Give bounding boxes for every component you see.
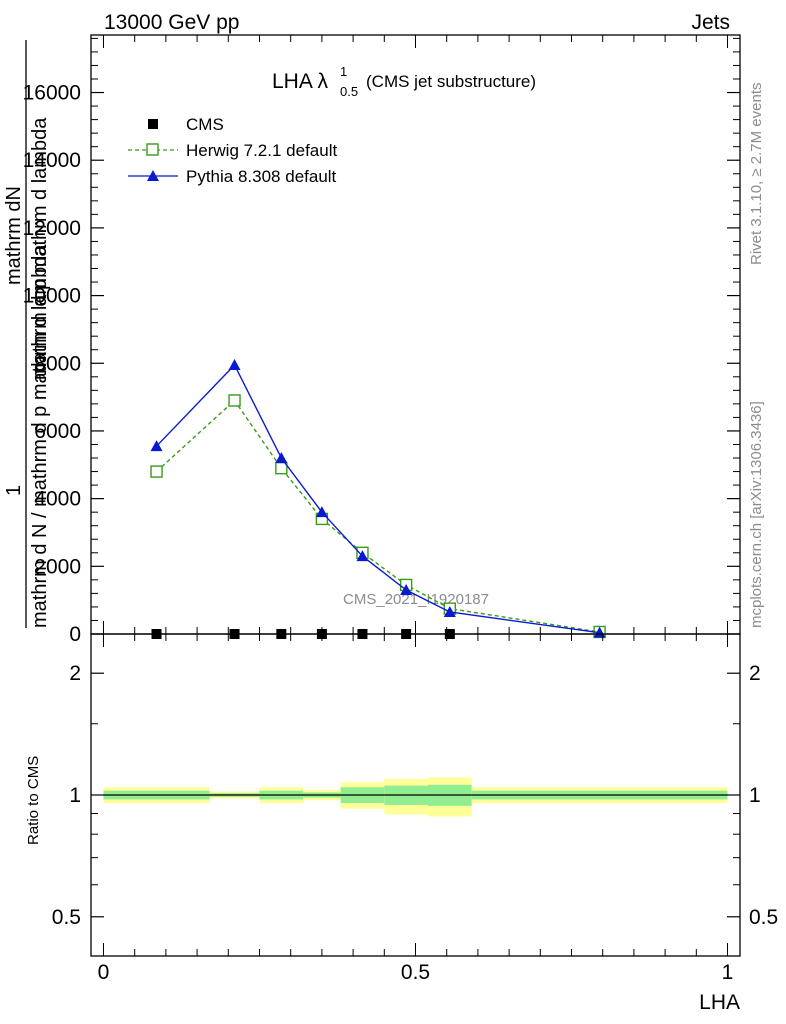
pythia-data-point <box>356 550 369 562</box>
y-tick-label: 8000 <box>34 352 81 375</box>
title-sub: 0.5 <box>340 84 358 99</box>
main-y-ticks: 0 2000 4000 6000 8000 10000 12000 14000 16000 <box>23 35 740 646</box>
y-tick-label: 16000 <box>23 82 81 105</box>
herwig-data-point <box>150 465 163 478</box>
plot-title: LHA λ 1 0.5 (CMS jet substructure) <box>272 64 536 99</box>
x-tick-label: 0 <box>98 961 110 984</box>
mcplots-label: mcplots.cern.ch [arXiv:1306.3436] <box>748 401 765 628</box>
ratio-y-tick-label-left: 1 <box>69 784 81 807</box>
y-tick-label: 10000 <box>23 285 81 308</box>
ratio-y-tick-label-right: 1 <box>749 784 761 807</box>
main-y-label: mathrm dN mathrm d p mathrm d lambda 1 m… <box>3 40 51 628</box>
x-tick-label: 0.5 <box>401 961 430 984</box>
svg-text:LHA λ: LHA λ <box>272 70 329 93</box>
ratio-y-tick-label-right: 0.5 <box>749 906 778 929</box>
title-sup: 1 <box>340 64 347 79</box>
ylabel-numerator: mathrm dN <box>3 186 25 285</box>
legend-label-cms: CMS <box>186 115 224 134</box>
title-suffix: (CMS jet substructure) <box>366 72 536 91</box>
pythia-data-point <box>150 440 163 452</box>
pythia-data-point <box>315 506 328 518</box>
legend-marker-herwig <box>146 143 159 156</box>
category-label: Jets <box>691 11 730 34</box>
legend: CMS Herwig 7.2.1 default Pythia 8.308 de… <box>128 115 337 186</box>
series-line-2 <box>156 363 600 634</box>
x-axis-label: LHA <box>699 991 740 1014</box>
ylabel-numerator-2: mathrm d p mathrm d lambda <box>29 117 51 380</box>
ratio-bands <box>103 777 728 817</box>
herwig-data-point <box>228 394 241 407</box>
ratio-y-tick-label-left: 0.5 <box>52 906 81 929</box>
pythia-data-point <box>400 584 413 596</box>
legend-marker-pythia <box>147 170 159 181</box>
y-tick-label: 0 <box>69 623 81 646</box>
energy-label: 13000 GeV pp <box>104 11 239 34</box>
legend-label-pythia: Pythia 8.308 default <box>186 167 337 186</box>
x-tick-label: 1 <box>722 961 734 984</box>
ratio-y-tick-label-right: 2 <box>749 662 761 685</box>
pythia-data-point <box>275 452 288 464</box>
title-main: LHA λ <box>272 70 329 93</box>
y-tick-label: 2000 <box>34 555 81 578</box>
legend-marker-cms <box>148 119 158 129</box>
y-tick-label: 12000 <box>23 217 81 240</box>
ylabel-one: 1 <box>3 485 25 496</box>
y-tick-label: 4000 <box>34 488 81 511</box>
ratio-y-label: Ratio to CMS <box>25 756 42 845</box>
watermark-label: CMS_2021_I1920187 <box>343 591 489 608</box>
pythia-data-point <box>443 606 456 618</box>
ylabel-denominator: mathrm d N / mathrm d p mathrm d lambda <box>29 244 51 628</box>
rivet-label: Rivet 3.1.10, ≥ 2.7M events <box>748 83 765 266</box>
ratio-ticks: 0.5 0.5 1 1 2 2 0 0.5 1 <box>52 634 778 984</box>
legend-label-herwig: Herwig 7.2.1 default <box>186 141 337 160</box>
ratio-y-tick-label-left: 2 <box>69 662 81 685</box>
series-line-1 <box>156 399 600 633</box>
pythia-data-point <box>228 358 241 370</box>
y-tick-label: 14000 <box>23 149 81 172</box>
y-tick-label: 6000 <box>34 420 81 443</box>
